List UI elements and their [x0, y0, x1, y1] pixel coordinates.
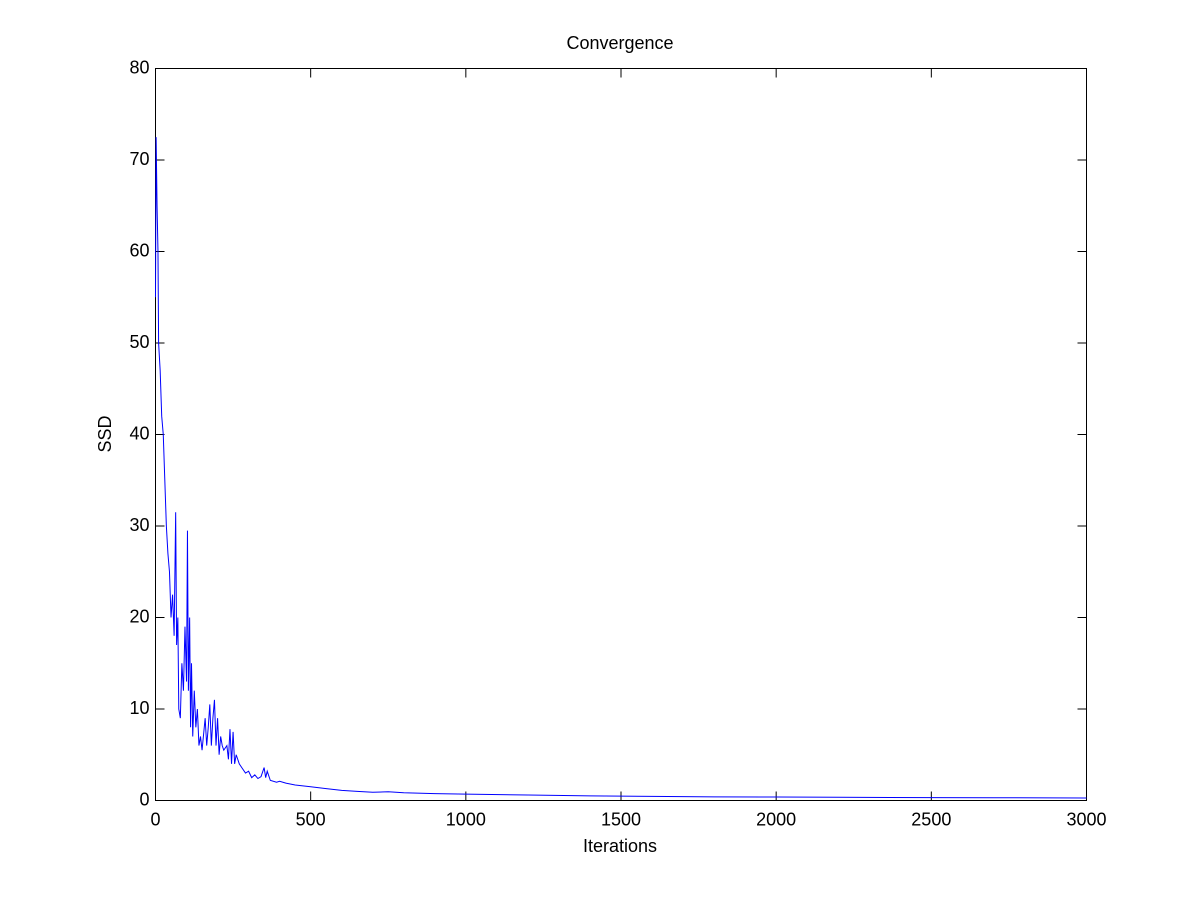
x-tick-label: 500 — [296, 809, 326, 829]
y-tick-label: 60 — [129, 240, 149, 260]
y-axis-label: SSD — [95, 415, 115, 452]
y-tick-label: 20 — [129, 606, 149, 626]
x-tick-label: 1000 — [446, 809, 486, 829]
y-tick-label: 40 — [129, 423, 149, 443]
y-tick-label: 70 — [129, 149, 149, 169]
y-tick-label: 50 — [129, 332, 149, 352]
chart-title: Convergence — [566, 33, 673, 53]
x-tick-label: 3000 — [1066, 809, 1106, 829]
x-tick-label: 1500 — [601, 809, 641, 829]
y-tick-label: 0 — [139, 789, 149, 809]
x-axis-label: Iterations — [583, 836, 657, 856]
y-tick-label: 80 — [129, 57, 149, 77]
x-tick-label: 2000 — [756, 809, 796, 829]
y-tick-label: 30 — [129, 515, 149, 535]
x-tick-label: 0 — [150, 809, 160, 829]
plot-area — [155, 68, 1087, 801]
data-line — [155, 137, 1087, 799]
x-tick-label: 2500 — [911, 809, 951, 829]
y-tick-label: 10 — [129, 698, 149, 718]
